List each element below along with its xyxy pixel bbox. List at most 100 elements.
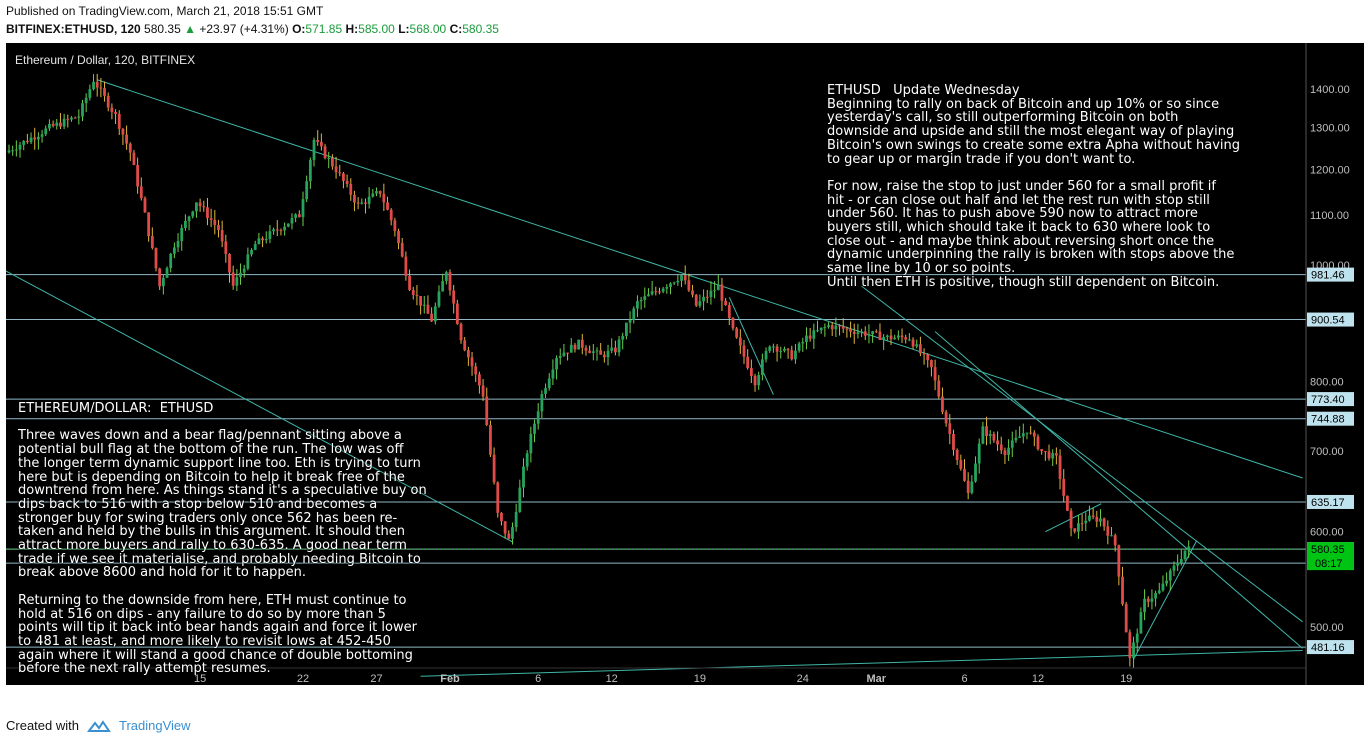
- candle-body: [812, 330, 816, 339]
- candle-body: [466, 350, 470, 358]
- candle-body: [187, 216, 191, 221]
- candle-body: [569, 344, 573, 353]
- candle-body: [694, 294, 698, 306]
- candle-body: [364, 202, 367, 204]
- candle-body: [7, 150, 11, 153]
- candle-body: [154, 247, 158, 269]
- candle-body: [805, 335, 808, 343]
- candle-body: [1183, 550, 1187, 560]
- price-chart[interactable]: 1400.001300.001200.001100.001000.00900.0…: [0, 43, 1364, 685]
- y-tick-label: 500.00: [1310, 622, 1344, 634]
- candle-body: [1029, 432, 1033, 434]
- candle-body: [606, 350, 610, 358]
- candle-body: [70, 117, 73, 120]
- candle-body: [944, 411, 948, 424]
- level-label: 773.40: [1311, 394, 1345, 406]
- trendline: [1045, 503, 1102, 533]
- candle-body: [937, 380, 941, 397]
- symbol-line: BITFINEX:ETHUSD, 120 580.35 ▲ +23.97 (+4…: [6, 22, 499, 36]
- candle-body: [117, 113, 121, 129]
- candle-body: [62, 118, 66, 127]
- candle-body: [709, 290, 713, 297]
- candle-body: [184, 220, 187, 228]
- candle-body: [37, 136, 40, 140]
- candle-body: [297, 214, 301, 218]
- candle-body: [1010, 440, 1014, 448]
- candle-body: [536, 411, 540, 424]
- candle-body: [397, 230, 400, 244]
- candle-body: [676, 280, 680, 283]
- trendline: [728, 296, 774, 395]
- candle-body: [580, 339, 584, 348]
- candle-body: [511, 527, 514, 539]
- candle-body: [874, 331, 878, 333]
- price-change: +23.97 (+4.31%): [199, 22, 289, 36]
- candle-body: [1095, 516, 1099, 522]
- candle-body: [1102, 518, 1106, 527]
- candle-body: [264, 238, 268, 241]
- candle-body: [687, 280, 691, 291]
- candle-body: [691, 290, 694, 295]
- candle-body: [1121, 576, 1124, 605]
- candle-body: [176, 240, 180, 248]
- candle-body: [455, 303, 459, 324]
- tradingview-link[interactable]: TradingView: [118, 718, 191, 733]
- candle-body: [966, 480, 970, 493]
- candle-body: [180, 227, 184, 241]
- y-tick-label: 1100.00: [1310, 210, 1349, 222]
- candle-body: [250, 249, 253, 255]
- candle-body: [830, 325, 834, 330]
- x-tick-label: 27: [370, 673, 382, 685]
- candle-body: [959, 460, 963, 469]
- x-tick-label: 19: [694, 673, 706, 685]
- candle-body: [158, 268, 162, 287]
- candle-body: [33, 137, 37, 140]
- candle-body: [786, 348, 790, 351]
- candle-body: [59, 122, 62, 127]
- analysis-note-right: ETHUSD Update Wednesday Beginning to ral…: [827, 83, 1241, 290]
- candle-body: [1036, 436, 1040, 450]
- candle-body: [235, 277, 239, 286]
- candle-body: [654, 291, 658, 293]
- candle-body: [1007, 447, 1010, 455]
- candle-body: [349, 183, 353, 195]
- candle-body: [150, 236, 154, 248]
- candle-body: [132, 152, 136, 165]
- level-label-box: [1307, 392, 1354, 407]
- candle-body: [650, 291, 654, 295]
- candle-body: [66, 118, 70, 120]
- candle-body: [1091, 515, 1095, 517]
- candle-body: [316, 139, 320, 142]
- candle-body: [84, 97, 88, 104]
- candle-body: [492, 454, 496, 483]
- candle-body: [562, 352, 566, 356]
- candle-body: [1113, 535, 1117, 546]
- high-value: 585.00: [358, 22, 395, 36]
- candle-body: [1054, 453, 1058, 456]
- y-tick-label: 800.00: [1310, 376, 1344, 388]
- candle-body: [22, 140, 26, 145]
- candle-body: [724, 300, 728, 306]
- candle-body: [808, 335, 812, 339]
- candle-body: [18, 144, 22, 150]
- level-label-box: [1307, 494, 1354, 509]
- candle-body: [819, 327, 823, 331]
- x-tick-label: Feb: [440, 673, 460, 685]
- candle-body: [1043, 451, 1047, 453]
- candle-body: [860, 331, 863, 333]
- candle-body: [907, 339, 911, 341]
- candle-body: [863, 331, 867, 336]
- candle-body: [981, 426, 985, 444]
- candle-body: [893, 337, 897, 340]
- candle-body: [500, 512, 503, 522]
- chart-area[interactable]: 1400.001300.001200.001100.001000.00900.0…: [0, 43, 1364, 685]
- x-tick-label: 6: [535, 673, 541, 685]
- candle-body: [525, 453, 529, 467]
- candle-body: [816, 330, 819, 332]
- symbol[interactable]: BITFINEX:ETHUSD, 120: [6, 22, 141, 36]
- y-tick-label: 1200.00: [1310, 165, 1350, 177]
- candle-body: [801, 342, 805, 344]
- candle-body: [1110, 535, 1113, 537]
- candle-body: [474, 366, 478, 375]
- candle-body: [382, 193, 386, 203]
